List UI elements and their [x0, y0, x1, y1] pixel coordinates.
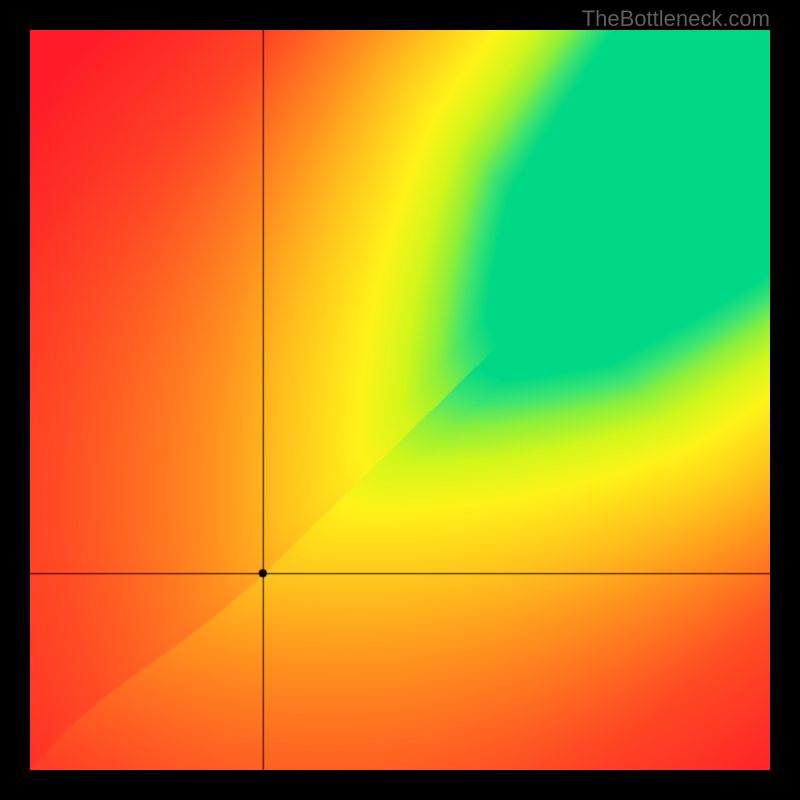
watermark-text: TheBottleneck.com: [582, 6, 770, 32]
heatmap-plot: [30, 30, 770, 770]
chart-container: TheBottleneck.com: [0, 0, 800, 800]
